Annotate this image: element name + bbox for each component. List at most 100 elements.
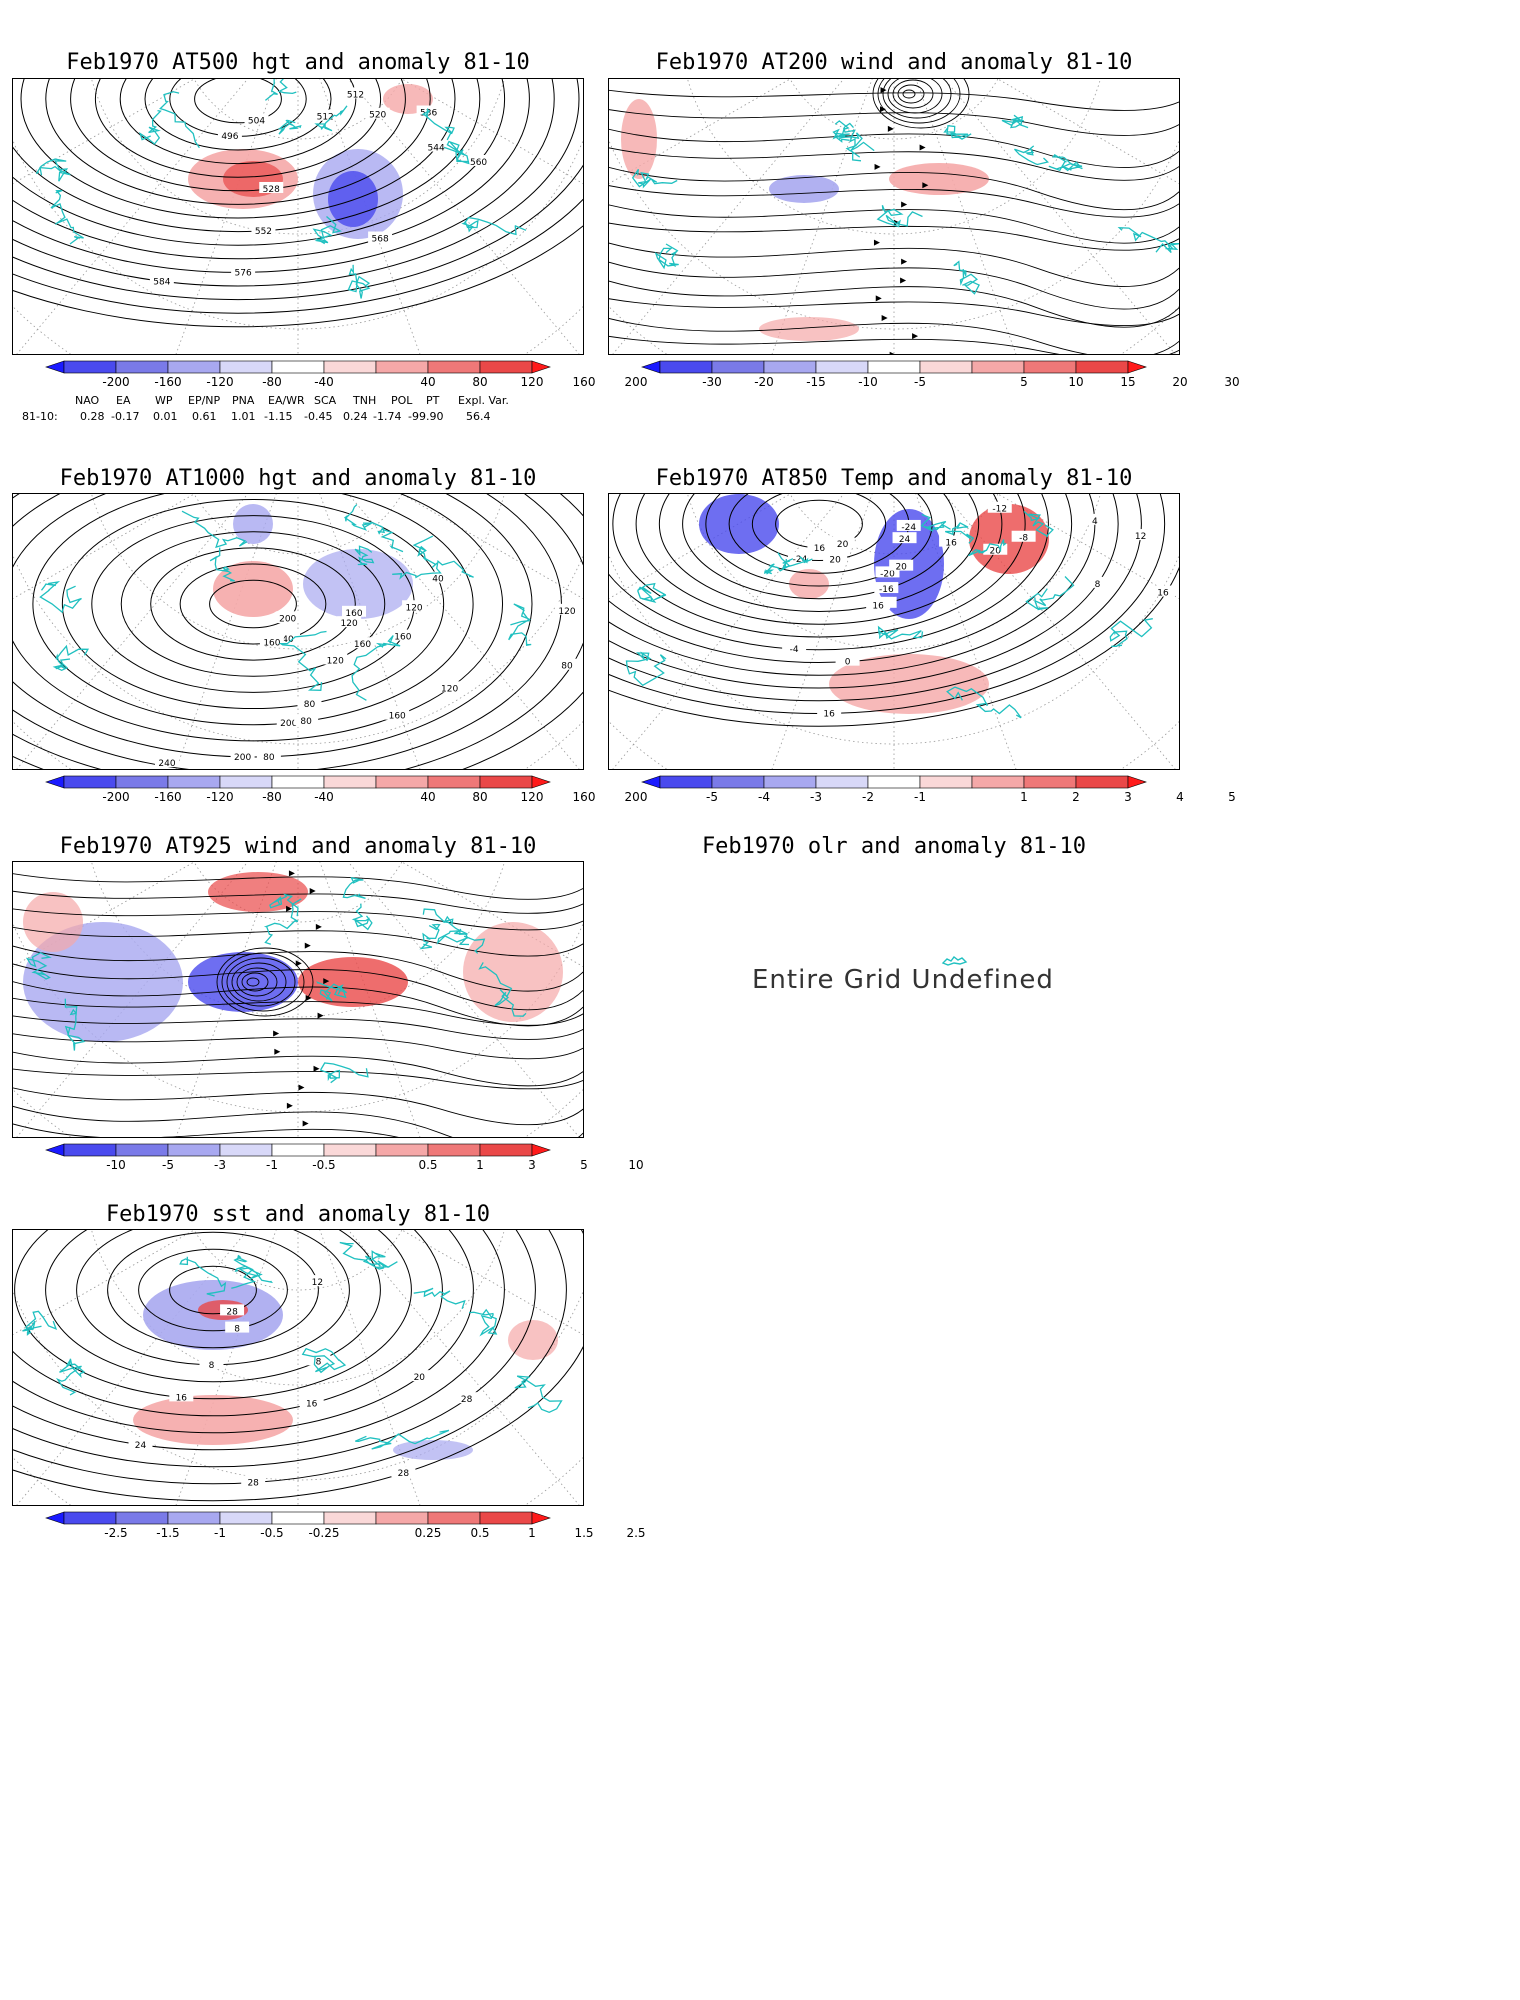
colorbar-segment — [219, 360, 273, 374]
contour-label: 544 — [428, 144, 445, 154]
contour-label-bg — [275, 611, 300, 623]
vortex-ring — [872, 79, 970, 129]
colorbar-arrow-high — [531, 360, 551, 374]
colorbar-segment — [479, 360, 533, 374]
contour-label: 200 — [280, 719, 297, 729]
contour-label: 80 — [304, 700, 316, 710]
map-svg: 8040160160120402001602002408012020016012… — [13, 494, 583, 769]
streamline-arrow — [286, 905, 293, 912]
coastline-segment — [263, 898, 302, 945]
index-header-ea: EA — [116, 394, 131, 407]
coastline-segment — [631, 168, 678, 189]
contour-line — [194, 79, 282, 124]
contour-label-bg — [407, 1370, 432, 1382]
streamline-arrow — [874, 163, 881, 170]
contour-line — [658, 494, 980, 613]
contour-label: 120 — [327, 656, 344, 666]
coastline-segment — [436, 930, 486, 954]
colorbar-tick-label: -15 — [806, 375, 826, 389]
map-850: 16-24-24-20-1620-12-8-404812161620202420… — [608, 493, 1180, 770]
coastline-segment — [514, 1375, 563, 1414]
streamline-arrow — [298, 1084, 305, 1091]
colorbar-segment — [919, 360, 973, 374]
colorbar-segment — [271, 775, 325, 789]
coastline-segment — [25, 951, 52, 980]
colorbar-segment — [479, 1511, 533, 1525]
contour-line — [94, 79, 382, 178]
index-value-pt: -99.90 — [408, 410, 444, 423]
streamline-arrow — [879, 106, 886, 113]
colorbar-svg: -10 -5 -3 -1 -0.5 0.5 1 3 5 10 — [45, 1143, 644, 1172]
colorbar-segment — [659, 360, 713, 374]
colorbar-tick-label: -10 — [858, 375, 878, 389]
contour-label: 528 — [263, 185, 280, 195]
colorbar-arrow-low — [45, 1143, 65, 1157]
contour-label-bg — [823, 552, 848, 564]
coastline-segment — [314, 105, 348, 132]
contour-label: 12 — [312, 1278, 323, 1288]
contour-label-bg — [276, 716, 301, 728]
colorbar-tick-label: 10 — [1068, 375, 1083, 389]
colorbar-segment — [167, 775, 221, 789]
coastline-segment — [39, 581, 82, 614]
index-header-epnp: EP/NP — [188, 394, 221, 407]
colorbar-segment — [219, 775, 273, 789]
coastline-segment — [877, 625, 924, 640]
streamline-arrow — [304, 942, 311, 949]
contour-label: 512 — [317, 113, 334, 123]
colorbar-tick-label: -40 — [314, 375, 334, 389]
streamline-arrow — [900, 277, 907, 284]
map-sst: 28 8 12 8 8 16 16 20 24 28 28 28 — [12, 1229, 584, 1506]
title-500: Feb1970 AT500 hgt and anomaly 81-10 — [66, 50, 530, 75]
streamline — [13, 1123, 399, 1137]
colorbar-arrow-high — [531, 1511, 551, 1525]
coastline-segment — [781, 556, 813, 569]
vortex-ring — [221, 952, 305, 1012]
vortex-ring — [241, 972, 269, 992]
streamline — [609, 166, 1179, 211]
colorbar-segment — [167, 1511, 221, 1525]
anomaly-positive — [759, 317, 859, 341]
colorbar-segment — [427, 1511, 481, 1525]
contour-label-bg — [337, 616, 362, 628]
contour-label: 560 — [470, 158, 487, 168]
colorbar-tick-label: -80 — [262, 790, 282, 804]
streamline — [13, 981, 583, 1027]
streamline — [609, 261, 1179, 310]
streamline — [609, 298, 1179, 327]
colorbar-tick-label: -200 — [102, 790, 129, 804]
contour-label-bg — [1128, 529, 1153, 541]
contour-label: 80 — [561, 662, 573, 672]
colorbar-tick-label: -120 — [206, 790, 233, 804]
contour-label-bg — [275, 632, 300, 644]
streamline — [609, 280, 1179, 328]
contour-label-bg — [402, 600, 427, 612]
colorbar-arrow-low — [45, 360, 65, 374]
anomaly-positive — [208, 872, 308, 912]
coastline-segment — [832, 128, 850, 143]
anomaly-positive — [463, 922, 563, 1022]
contour-line — [635, 494, 1003, 625]
streamline — [13, 1051, 583, 1087]
colorbar-925: -10 -5 -3 -1 -0.5 0.5 1 3 5 10 — [45, 1143, 644, 1178]
contour-label-bg — [350, 637, 375, 649]
anomaly-negative — [188, 952, 298, 1012]
contour-label: 120 — [341, 619, 358, 629]
contour-label: 16 — [945, 539, 957, 549]
colorbar-1000: -200 -160 -120 -80 -40 40 80 120 160 200 — [45, 775, 647, 810]
colorbar-segment — [271, 1143, 325, 1157]
contour-line — [20, 79, 456, 219]
anomaly-positive — [298, 957, 408, 1007]
streamline-arrow — [305, 994, 312, 1001]
streamline-arrow — [317, 1012, 324, 1019]
streamline — [13, 908, 583, 931]
coastline-segment — [179, 1256, 227, 1297]
vortex-ring — [892, 79, 934, 109]
colorbar-tick-label: -3 — [810, 790, 822, 804]
streamline-arrow — [912, 333, 919, 340]
coastline-segment — [355, 1429, 450, 1450]
contour-line — [13, 225, 583, 328]
streamline — [13, 1105, 583, 1137]
coastline-segment — [421, 108, 455, 141]
coastline-segment — [1001, 114, 1029, 129]
